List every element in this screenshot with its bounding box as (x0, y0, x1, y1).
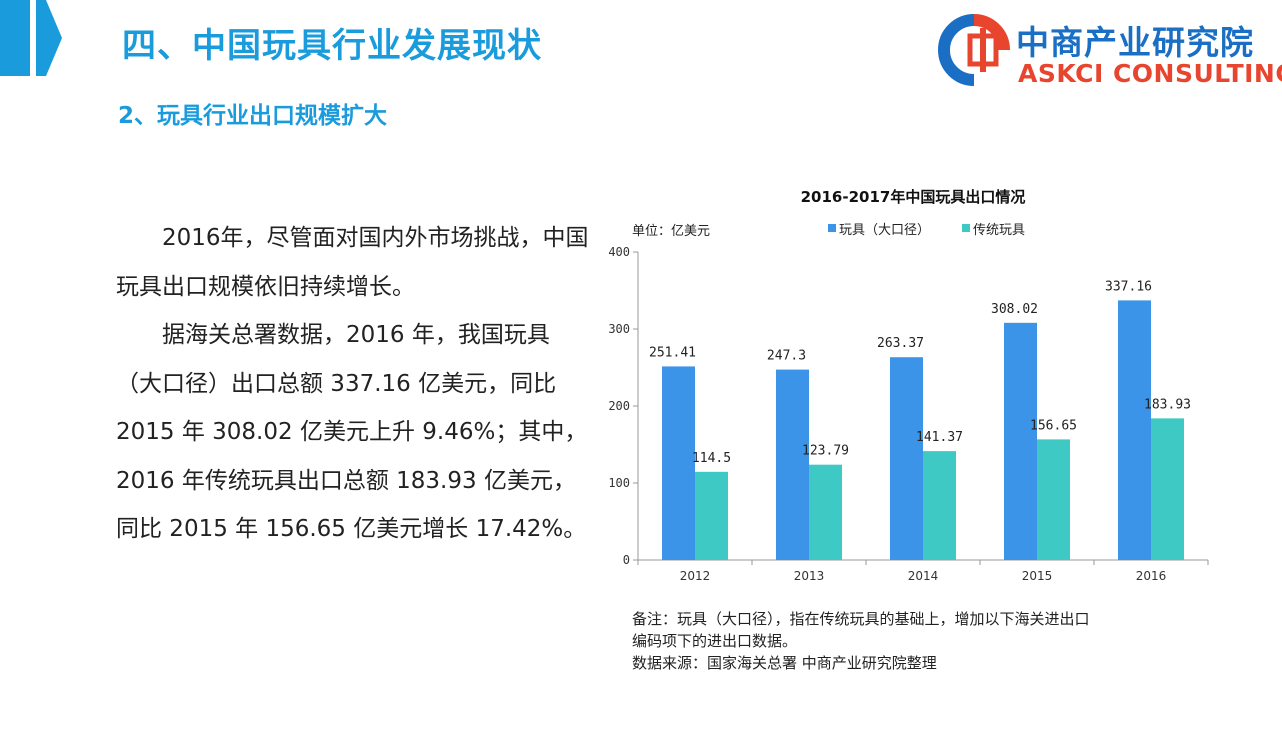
x-tick-label: 2012 (680, 569, 711, 583)
x-tick-label: 2016 (1136, 569, 1167, 583)
body-paragraph-1: 2016年，尽管面对国内外市场挑战，中国玩具出口规模依旧持续增长。 (116, 225, 589, 300)
page-title: 四、中国玩具行业发展现状 (122, 26, 542, 66)
askci-logo-icon (938, 14, 1010, 86)
bar-2 (809, 464, 842, 560)
body-paragraph-2: 据海关总署数据，2016 年，我国玩具（大口径）出口总额 337.16 亿美元，… (116, 322, 588, 542)
y-tick-label: 0 (623, 553, 630, 567)
legend-label-2: 传统玩具 (973, 223, 1025, 238)
data-label-2: 156.65 (1030, 418, 1077, 433)
source-line: 数据来源：国家海关总署 中商产业研究院整理 (632, 654, 937, 672)
data-label-2: 114.5 (692, 451, 731, 466)
y-tick-label: 100 (608, 476, 630, 490)
legend-swatch-1 (828, 224, 836, 232)
data-label-2: 141.37 (916, 430, 963, 445)
header-accent-bar (0, 0, 30, 76)
x-tick-label: 2015 (1022, 569, 1053, 583)
bar-1 (662, 366, 695, 560)
section-subtitle: 2、玩具行业出口规模扩大 (118, 103, 388, 129)
body-text: 2016年，尽管面对国内外市场挑战，中国玩具出口规模依旧持续增长。 据海关总署数… (116, 214, 592, 554)
askci-logo: 中商产业研究院 ASKCI CONSULTING (938, 14, 1282, 90)
chart-unit-label: 单位：亿美元 (632, 224, 710, 239)
bar-1 (776, 369, 809, 560)
note-line-1: 备注：玩具（大口径），指在传统玩具的基础上，增加以下海关进出口 (632, 610, 1090, 628)
y-tick-label: 400 (608, 245, 630, 259)
legend-label-1: 玩具（大口径） (839, 223, 930, 238)
data-label-1: 263.37 (877, 336, 924, 351)
logo-english-name: ASKCI CONSULTING (1018, 59, 1282, 88)
bar-1 (890, 357, 923, 560)
chart-notes: 备注：玩具（大口径），指在传统玩具的基础上，增加以下海关进出口 编码项下的进出口… (632, 608, 1282, 674)
x-tick-label: 2013 (794, 569, 825, 583)
data-label-2: 183.93 (1144, 397, 1191, 412)
data-label-1: 251.41 (649, 345, 696, 360)
bar-1 (1004, 322, 1037, 560)
header-chevron-icon (36, 0, 62, 76)
bar-2 (695, 471, 728, 560)
y-tick-label: 300 (608, 322, 630, 336)
legend-swatch-2 (962, 224, 970, 232)
chart-title: 2016-2017年中国玩具出口情况 (801, 188, 1026, 206)
bar-2 (1037, 439, 1070, 560)
x-tick-label: 2014 (908, 569, 939, 583)
note-line-2: 编码项下的进出口数据。 (632, 632, 798, 650)
logo-chinese-name: 中商产业研究院 (1016, 23, 1254, 62)
data-label-1: 308.02 (991, 302, 1038, 317)
data-label-1: 337.16 (1105, 279, 1152, 294)
y-tick-label: 200 (608, 399, 630, 413)
bar-1 (1118, 300, 1151, 560)
data-label-1: 247.3 (767, 349, 806, 364)
bar-2 (1151, 418, 1184, 560)
bar-2 (923, 451, 956, 560)
data-label-2: 123.79 (802, 444, 849, 459)
